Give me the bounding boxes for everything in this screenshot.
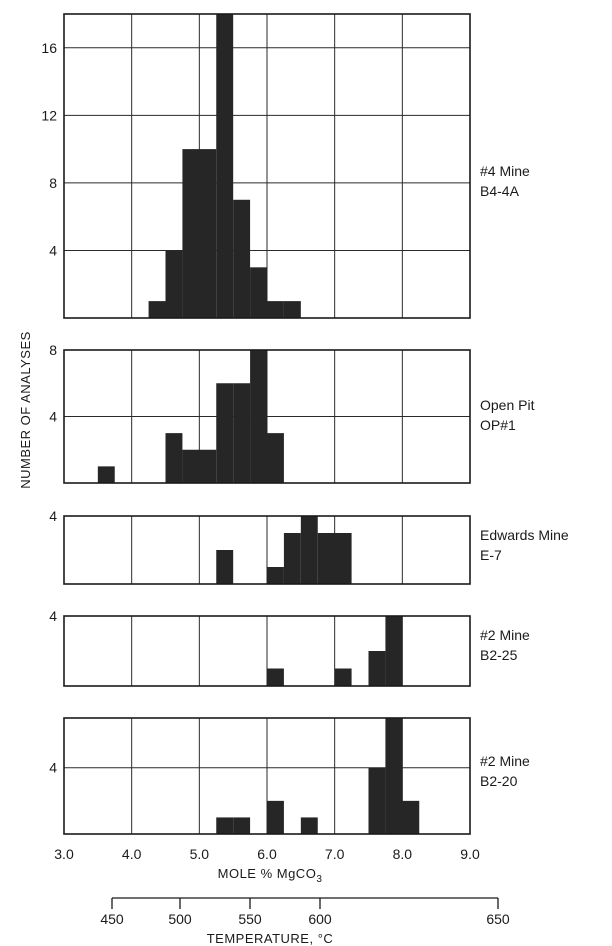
panel-1-label-line2: B4-4A — [480, 183, 520, 199]
panel-2-label-line2: OP#1 — [480, 417, 516, 433]
panel-1-bar-2 — [165, 250, 183, 318]
panel-3-frame — [63, 515, 471, 585]
x-axis-title: MOLE % MgCO3 — [218, 866, 323, 885]
histogram-panel-2: 4 8 Open Pit OP#1 — [49, 342, 535, 484]
panel-4-bar-4 — [385, 616, 403, 686]
panel-1-y-tick-8: 8 — [49, 175, 57, 191]
panel-2-y-tick-8: 8 — [49, 342, 57, 358]
panel-5-label-line2: B2-20 — [480, 773, 518, 789]
panel-1-y-tick-12: 12 — [41, 107, 57, 123]
histogram-panel-1: 4 8 12 16 #4 Mine B4-4A — [41, 13, 530, 319]
panel-5-label-line1: #2 Mine — [480, 753, 530, 769]
panel-1-frame — [63, 13, 471, 319]
panel-5-frame — [63, 717, 471, 835]
panel-2-bar-7 — [250, 350, 267, 483]
x-tick-6.0: 6.0 — [257, 846, 277, 862]
x-tick-4.0: 4.0 — [122, 846, 142, 862]
x-axis-title-subscript: 3 — [316, 874, 322, 885]
histogram-panels: 4 8 12 16 #4 Mine B4-4A 4 8 Open Pit OP#1 4 Edwards… — [41, 13, 569, 835]
panel-5-y-tick-4: 4 — [49, 760, 57, 776]
temp-tick-label-450: 450 — [100, 911, 124, 927]
y-axis-title: NUMBER OF ANALYSES — [18, 331, 33, 489]
panel-2-bar-3 — [182, 449, 200, 483]
panel-4-y-tick-4: 4 — [49, 608, 57, 624]
x-tick-9.0: 9.0 — [460, 846, 480, 862]
panel-1-bar-5 — [216, 14, 234, 318]
panel-3-label-line1: Edwards Mine — [480, 527, 569, 543]
panel-5-bar-7 — [402, 800, 420, 834]
panel-1-bar-9 — [283, 301, 301, 318]
panel-2-bar-4 — [199, 449, 217, 483]
panel-3-bar-1 — [216, 550, 234, 584]
panel-5-bar-6 — [385, 718, 403, 834]
temp-tick-label-600: 600 — [308, 911, 332, 927]
panel-4-bar-2 — [334, 668, 352, 686]
temp-tick-label-550: 550 — [238, 911, 262, 927]
temperature-ticks: 450 500 550 600 650 — [100, 898, 510, 927]
x-tick-labels: 3.0 4.0 5.0 6.0 7.0 8.0 9.0 — [54, 846, 480, 862]
panel-3-bar-5 — [317, 533, 335, 584]
panel-1-bar-1 — [148, 301, 166, 318]
panel-1-bar-8 — [267, 301, 284, 318]
panel-2-bar-5 — [216, 383, 234, 483]
panel-4-label-line1: #2 Mine — [480, 627, 530, 643]
panel-2-bar-2 — [165, 433, 183, 483]
panel-2-bar-6 — [233, 383, 251, 483]
histogram-panel-5: 4 #2 Mine B2-20 — [49, 717, 530, 835]
panel-4-frame — [63, 615, 471, 687]
x-tick-7.0: 7.0 — [325, 846, 345, 862]
x-tick-5.0: 5.0 — [190, 846, 210, 862]
panel-1-bar-7 — [250, 267, 267, 318]
panel-5-bar-1 — [216, 817, 234, 834]
x-tick-3.0: 3.0 — [54, 846, 74, 862]
temp-tick-label-500: 500 — [168, 911, 192, 927]
panel-2-bar-1 — [97, 466, 115, 483]
panel-3-label-line2: E-7 — [480, 547, 502, 563]
panel-2-frame — [63, 349, 471, 484]
mole-percent-axis: 3.0 4.0 5.0 6.0 7.0 8.0 9.0 MOLE % MgCO3 — [54, 846, 480, 885]
panel-1-bar-3 — [182, 149, 200, 318]
panel-3-y-tick-4: 4 — [49, 508, 57, 524]
panel-4-bar-1 — [267, 668, 284, 686]
temp-tick-label-650: 650 — [486, 911, 510, 927]
panel-5-bar-4 — [300, 817, 318, 834]
panel-5-bar-3 — [267, 800, 284, 834]
histogram-panel-4: 4 #2 Mine B2-25 — [49, 608, 530, 687]
x-axis-title-text: MOLE % MgCO — [218, 866, 317, 881]
panel-1-bar-4 — [199, 149, 217, 318]
panel-4-label-line2: B2-25 — [480, 647, 518, 663]
panel-2-bar-8 — [267, 433, 284, 483]
temperature-axis: 450 500 550 600 650 TEMPERATURE, °C — [100, 897, 510, 946]
panel-3-bar-3 — [283, 533, 301, 584]
panel-5-bar-2 — [233, 817, 251, 834]
histogram-panel-3: 4 Edwards Mine E-7 — [49, 508, 569, 585]
panel-3-bar-4 — [300, 516, 318, 584]
panel-4-bar-3 — [368, 651, 386, 686]
x-tick-8.0: 8.0 — [393, 846, 413, 862]
temperature-axis-title: TEMPERATURE, °C — [207, 931, 334, 946]
panel-2-y-tick-4: 4 — [49, 409, 57, 425]
panel-1-bar-6 — [233, 199, 251, 318]
panel-1-y-tick-16: 16 — [41, 40, 57, 56]
panel-3-bar-2 — [267, 567, 284, 584]
panel-2-label-line1: Open Pit — [480, 397, 535, 413]
panel-5-bar-5 — [368, 767, 386, 834]
panel-1-y-tick-4: 4 — [49, 242, 57, 258]
panel-1-label-line1: #4 Mine — [480, 163, 530, 179]
panel-3-bar-6 — [334, 533, 352, 584]
